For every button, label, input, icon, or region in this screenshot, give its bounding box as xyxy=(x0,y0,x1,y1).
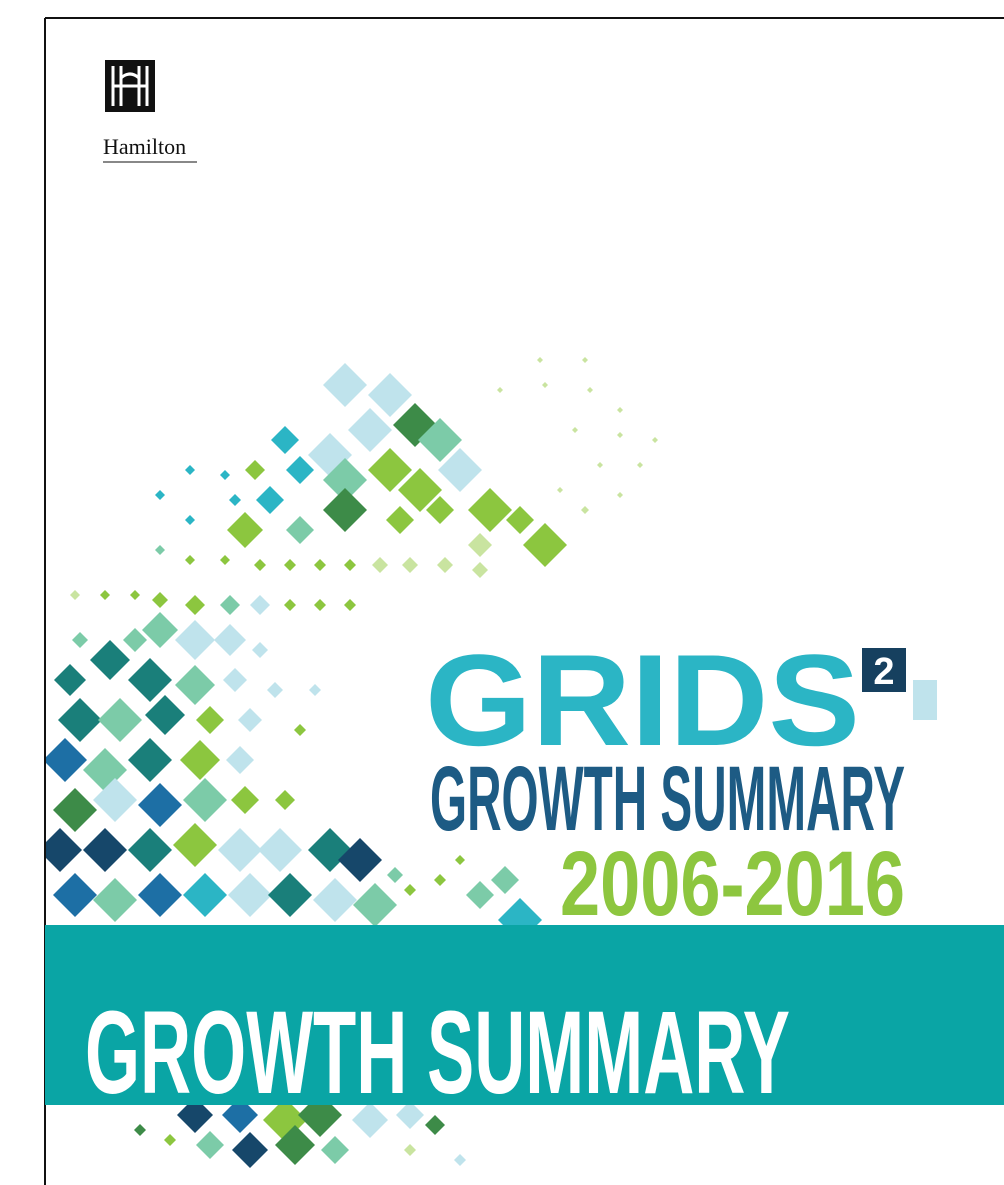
cover-page: Hamilton GRIDS 2 GROWTH SUMMARY 2006-201… xyxy=(0,0,1004,1185)
banner-title: GROWTH SUMMARY xyxy=(85,987,790,1119)
brand-shadow xyxy=(913,680,937,720)
logo-text: Hamilton xyxy=(103,134,186,159)
brand-superscript: 2 xyxy=(873,651,894,693)
cover-years: 2006-2016 xyxy=(560,833,905,935)
page: Hamilton GRIDS 2 GROWTH SUMMARY 2006-201… xyxy=(0,0,1004,1185)
